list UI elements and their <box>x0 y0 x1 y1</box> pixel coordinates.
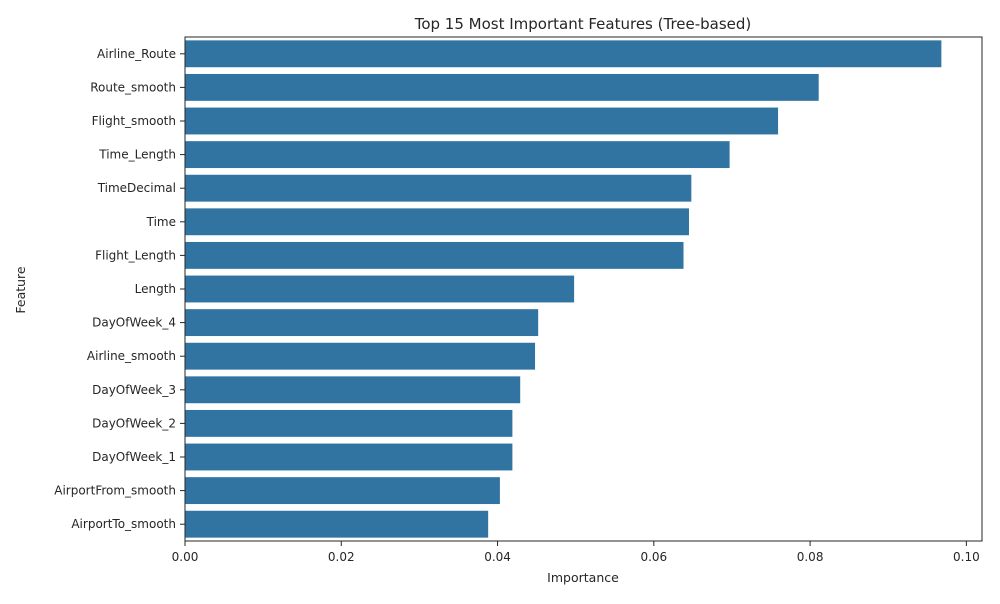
x-axis-label: Importance <box>547 570 619 585</box>
y-tick-label: TimeDecimal <box>97 181 176 195</box>
bar-airline-route <box>185 40 942 68</box>
y-tick-label: AirportFrom_smooth <box>54 484 176 498</box>
y-tick-label: DayOfWeek_4 <box>92 316 176 330</box>
bar-flight-smooth <box>185 107 779 135</box>
bar-flight-length <box>185 241 684 269</box>
x-tick-label: 0.04 <box>484 550 511 564</box>
y-tick-label: DayOfWeek_3 <box>92 383 176 397</box>
bar-length <box>185 275 575 303</box>
y-tick-label: DayOfWeek_1 <box>92 450 176 464</box>
bar-route-smooth <box>185 73 819 101</box>
chart-title: Top 15 Most Important Features (Tree-bas… <box>414 15 752 33</box>
axes <box>184 36 983 542</box>
y-tick-label: DayOfWeek_2 <box>92 416 176 430</box>
y-tick-label: Time <box>146 215 176 229</box>
y-tick-label: Flight_Length <box>95 248 176 262</box>
bar-time-length <box>185 141 730 169</box>
y-tick-label: AirportTo_smooth <box>71 517 176 531</box>
y-tick-label: Airline_Route <box>97 47 176 61</box>
bar-timedecimal <box>185 174 692 202</box>
bar-airportfrom-smooth <box>185 477 500 505</box>
bar-dayofweek-1 <box>185 443 513 471</box>
y-tick-label: Time_Length <box>98 148 176 162</box>
x-tick-label: 0.00 <box>172 550 199 564</box>
y-tick-label: Airline_smooth <box>87 349 176 363</box>
bar-airline-smooth <box>185 342 536 370</box>
bar-time <box>185 208 689 236</box>
x-tick-label: 0.06 <box>640 550 667 564</box>
x-tick-label: 0.02 <box>328 550 355 564</box>
plot-frame <box>184 36 983 542</box>
x-ticks: 0.00 0.02 0.04 0.06 0.08 0.10 <box>172 541 980 564</box>
y-tick-label: Length <box>135 282 176 296</box>
bar-dayofweek-3 <box>185 376 521 404</box>
bars-layer <box>185 40 942 538</box>
x-tick-label: 0.10 <box>953 550 980 564</box>
y-axis-label: Feature <box>13 266 28 314</box>
y-tick-label: Flight_smooth <box>92 114 176 128</box>
y-tick-label: Route_smooth <box>90 80 176 94</box>
y-ticks: Airline_Route Route_smooth Flight_smooth Ti… <box>54 47 185 531</box>
bar-airportto-smooth <box>185 510 489 538</box>
bar-dayofweek-2 <box>185 409 513 437</box>
x-tick-label: 0.08 <box>797 550 824 564</box>
bar-dayofweek-4 <box>185 309 539 337</box>
